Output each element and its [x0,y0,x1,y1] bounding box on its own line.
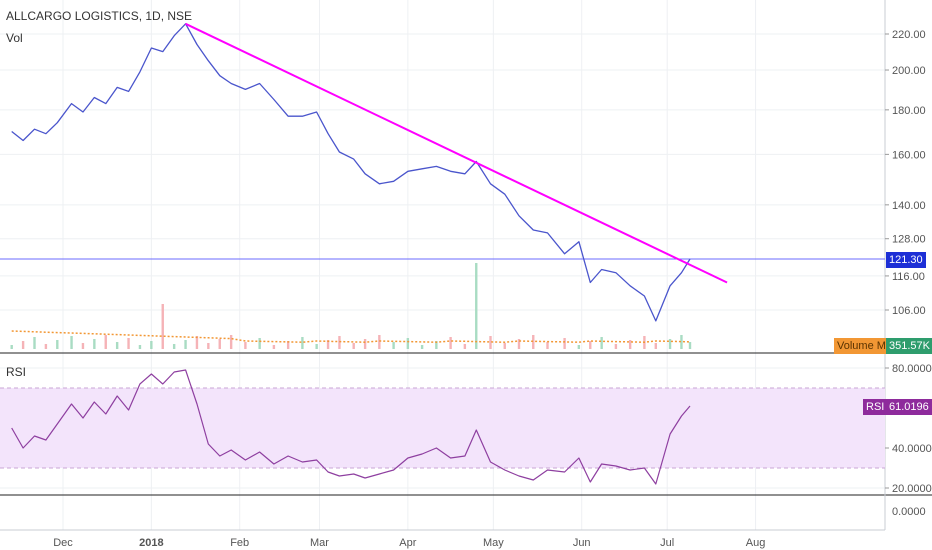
volume-bar [81,343,85,349]
price-axis-tick-label: 200.00 [892,65,926,77]
rsi-axis-tick-label: 80.0000 [892,363,932,375]
volume-bar [244,342,247,349]
volume-bar [195,336,199,349]
lower-axis-tick-label: 0.0000 [892,506,926,518]
volume-bar [406,338,410,349]
volume-bar [463,344,467,349]
volume-bar [363,339,367,349]
volume-bar [546,342,549,349]
chart-title: ALLCARGO LOGISTICS, 1D, NSE [6,9,193,23]
volume-bar [161,304,164,349]
time-axis-tick-label: 2018 [139,537,163,549]
rsi-pane-label: RSI [6,365,27,379]
volume-bar [10,345,13,349]
volume-bar [286,341,290,349]
volume-bar [614,344,618,349]
volume-bar [326,340,330,349]
volume-bar [577,345,581,349]
volume-bar [517,339,521,349]
volume-bar [435,341,438,349]
rsi-axis-tick-label: 40.0000 [892,443,932,455]
volume-bar [503,343,506,349]
time-axis-tick-label: Dec [53,537,73,549]
volume-bar [207,343,210,349]
volume-bar [315,344,318,349]
volume-bar [44,344,48,349]
rsi-line [11,369,691,485]
volume-bar [420,345,424,349]
volume-bar [93,339,96,349]
volume-bar [532,335,535,349]
volume-bar [104,335,107,349]
volume-bar [654,343,657,349]
volume-bar [600,337,603,349]
volume-bar [115,342,119,349]
volume-bar [21,341,25,349]
volume-bar [258,338,261,349]
volume-bar [680,335,683,349]
volume-bar [338,336,341,349]
volume-bar [138,345,142,349]
price-axis-tick-label: 160.00 [892,149,926,161]
volume-bar [589,341,592,349]
last-price-tag: 121.30 [886,252,926,268]
time-axis-tick-label: Feb [230,537,249,549]
volume-bar [301,337,304,349]
volume-bar [150,341,153,349]
volume-bar [33,337,36,349]
trendline [185,22,728,284]
volume-pane-label: Vol [6,31,23,45]
volume-bar [378,335,381,349]
rsi-value-tag: 61.0196 [886,399,932,415]
time-axis-tick-label: Jul [660,537,674,549]
volume-bar [475,263,478,349]
time-axis-tick-label: Mar [310,537,329,549]
volume-bar [392,342,395,349]
price-axis-tick-label: 220.00 [892,29,926,41]
volume-bar [352,343,355,349]
volume-bar [218,339,221,349]
price-axis-tick-label: 116.00 [892,271,925,283]
price-axis-tick-label: 106.00 [892,305,926,317]
volume-bar [668,339,672,349]
time-axis-tick-label: Apr [399,537,416,549]
price-axis-tick-label: 180.00 [892,105,926,117]
volume-bar [628,340,632,349]
volume-ma-line [11,330,691,343]
volume-bar [56,340,59,349]
volume-bar [449,337,452,349]
volume-bar [70,336,73,349]
price-axis-tick-label: 128.00 [892,234,926,246]
time-axis-tick-label: Aug [746,537,766,549]
time-axis-tick-label: May [483,537,504,549]
price-line [11,23,691,322]
volume-bar [172,344,176,349]
rsi-name-tag: RSI [863,399,888,415]
volume-bar [184,340,187,349]
volume-bar [489,336,492,349]
rsi-axis-tick-label: 20.0000 [892,483,932,495]
volume-bar [563,338,566,349]
volume-bar [229,335,233,349]
time-axis-tick-label: Jun [573,537,591,549]
volume-ma-label: Volume MA [834,338,897,354]
volume-ma-value-tag: 351.57K [886,338,932,354]
rsi-band [0,388,885,468]
volume-bar [272,345,276,349]
volume-bar [127,338,130,349]
price-axis-tick-label: 140.00 [892,200,926,212]
volume-bar [688,342,692,349]
